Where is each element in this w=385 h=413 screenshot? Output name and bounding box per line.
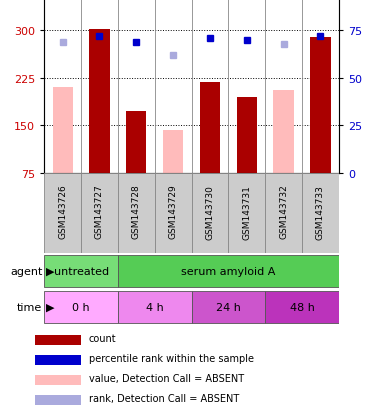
Text: GSM143729: GSM143729: [169, 184, 177, 239]
Bar: [35, 356, 81, 365]
Text: GSM143726: GSM143726: [58, 184, 67, 239]
Bar: [53, 88, 73, 173]
Bar: [192, 173, 228, 253]
Bar: [155, 173, 192, 253]
Bar: [163, 131, 183, 173]
Bar: [44, 173, 81, 253]
Bar: [265, 291, 339, 323]
Text: GSM143727: GSM143727: [95, 184, 104, 239]
Bar: [228, 173, 265, 253]
Text: time: time: [17, 302, 42, 312]
Text: count: count: [89, 334, 116, 344]
Bar: [89, 30, 110, 173]
Bar: [237, 97, 257, 173]
Text: 48 h: 48 h: [290, 302, 315, 312]
Text: ▶: ▶: [46, 266, 55, 276]
Text: value, Detection Call = ABSENT: value, Detection Call = ABSENT: [89, 373, 244, 384]
Bar: [81, 173, 118, 253]
Bar: [118, 291, 192, 323]
Bar: [44, 291, 118, 323]
Text: GSM143732: GSM143732: [279, 184, 288, 239]
Text: GSM143733: GSM143733: [316, 184, 325, 239]
Bar: [192, 291, 265, 323]
Text: ▶: ▶: [46, 302, 55, 312]
Bar: [35, 335, 81, 345]
Text: GSM143730: GSM143730: [206, 184, 214, 239]
Bar: [265, 173, 302, 253]
Bar: [35, 395, 81, 405]
Text: serum amyloid A: serum amyloid A: [181, 266, 276, 276]
Bar: [44, 255, 118, 287]
Text: agent: agent: [10, 266, 42, 276]
Text: percentile rank within the sample: percentile rank within the sample: [89, 354, 254, 363]
Text: untreated: untreated: [54, 266, 109, 276]
Text: 4 h: 4 h: [146, 302, 164, 312]
Text: GSM143731: GSM143731: [242, 184, 251, 239]
Text: GSM143728: GSM143728: [132, 184, 141, 239]
Bar: [126, 112, 146, 173]
Bar: [302, 173, 339, 253]
Bar: [310, 38, 330, 173]
Text: rank, Detection Call = ABSENT: rank, Detection Call = ABSENT: [89, 394, 239, 404]
Text: 24 h: 24 h: [216, 302, 241, 312]
Bar: [200, 83, 220, 173]
Bar: [118, 173, 155, 253]
Text: 0 h: 0 h: [72, 302, 90, 312]
Bar: [118, 255, 339, 287]
Bar: [273, 91, 294, 173]
Bar: [35, 375, 81, 385]
